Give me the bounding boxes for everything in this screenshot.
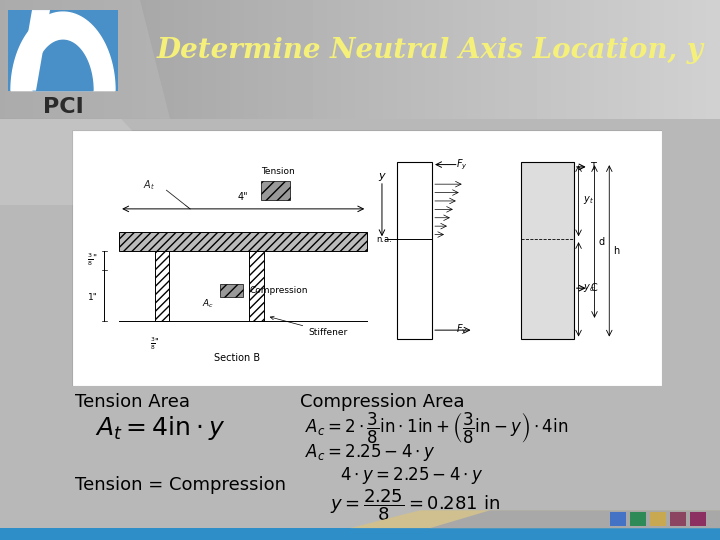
Bar [630,512,646,526]
Bar [220,284,243,298]
Polygon shape [18,10,50,91]
Bar [0,528,720,540]
Polygon shape [350,510,720,528]
Text: Compression Area: Compression Area [300,393,464,411]
Bar [670,512,686,526]
Text: 1": 1" [88,293,98,302]
Text: $A_c$: $A_c$ [202,298,214,310]
Bar [249,251,264,321]
Bar [155,251,169,321]
Text: Tension: Tension [261,167,294,176]
Text: 4": 4" [238,192,248,202]
Text: Determine Neutral Axis Location, y: Determine Neutral Axis Location, y [156,37,703,64]
Text: Compression: Compression [249,286,307,295]
Text: $F_y$: $F_y$ [456,157,467,172]
Text: $4 \cdot y = 2.25 - 4 \cdot y$: $4 \cdot y = 2.25 - 4 \cdot y$ [340,464,484,485]
Text: y: y [379,171,385,181]
Bar [261,181,290,200]
Polygon shape [33,40,93,91]
Text: h: h [613,246,620,256]
Bar [610,512,626,526]
Text: Tension Area: Tension Area [75,393,190,411]
Bar [690,512,706,526]
Text: Stiffener: Stiffener [270,316,348,337]
Text: $\frac{3}{8}$": $\frac{3}{8}$" [87,252,98,268]
Text: d: d [598,237,605,247]
Text: $A_t$: $A_t$ [143,179,155,192]
Polygon shape [11,12,115,91]
Text: $y_t$: $y_t$ [582,193,593,206]
Polygon shape [0,119,202,205]
Text: $A_t = 4\mathrm{in} \cdot y$: $A_t = 4\mathrm{in} \cdot y$ [95,414,225,442]
Text: n.a.: n.a. [376,235,392,244]
Text: PCI: PCI [42,97,84,117]
Bar [120,232,367,251]
Text: Section B: Section B [215,353,261,363]
Text: Tension = Compression: Tension = Compression [75,476,286,494]
Bar [8,10,118,91]
Polygon shape [430,510,720,528]
Text: $\frac{3}{8}$": $\frac{3}{8}$" [150,336,160,352]
Text: $y_c$: $y_c$ [582,282,594,294]
Bar [650,512,666,526]
Bar [521,162,574,340]
Text: $F_y$: $F_y$ [456,323,467,338]
Bar [397,162,432,340]
Text: C: C [590,283,597,293]
Polygon shape [0,0,170,119]
Text: $y = \dfrac{2.25}{8} = 0.281\ \mathrm{in}$: $y = \dfrac{2.25}{8} = 0.281\ \mathrm{in… [330,487,500,523]
Text: T: T [590,162,596,172]
Text: $A_c = 2.25 - 4 \cdot y$: $A_c = 2.25 - 4 \cdot y$ [305,442,436,463]
Text: $A_c = 2 \cdot \dfrac{3}{8}\mathrm{in} \cdot 1\mathrm{in} + \left(\dfrac{3}{8}\m: $A_c = 2 \cdot \dfrac{3}{8}\mathrm{in} \… [305,410,568,445]
